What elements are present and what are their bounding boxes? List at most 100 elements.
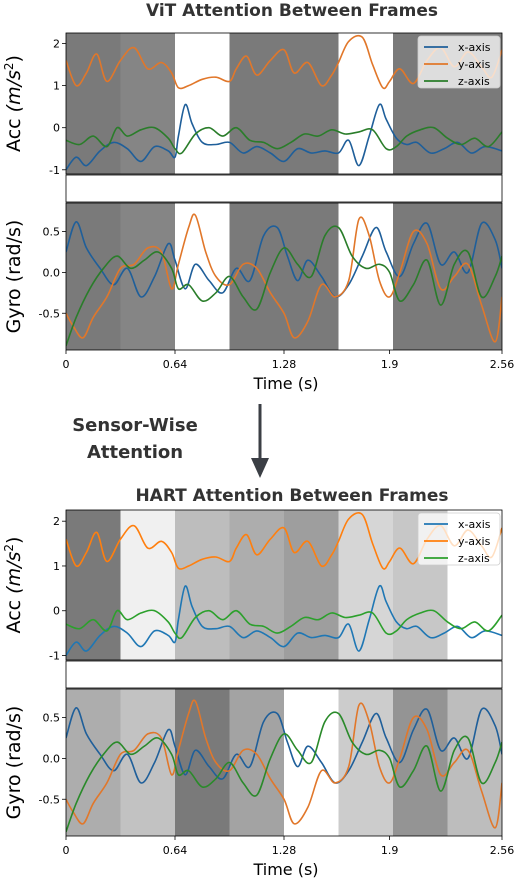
y-axis-label-close: ): [3, 537, 25, 544]
chart-title: ViT Attention Between Frames: [146, 1, 438, 21]
y-tick-label: -0.5: [39, 307, 60, 320]
y-tick-label: 0.0: [43, 266, 61, 279]
y-tick-label: 0.0: [43, 752, 61, 765]
series-line-z-axis: [66, 609, 502, 640]
attention-segment: [284, 510, 339, 660]
attention-segment: [120, 203, 175, 350]
x-tick-label: 0: [63, 358, 70, 371]
series-line-y-axis: [66, 699, 502, 829]
x-tick-label: 1.9: [381, 358, 399, 371]
series-line-x-axis: [66, 706, 502, 784]
y-axis-label: Gyro (rad/s): [3, 220, 25, 334]
subplot-gap: [65, 660, 503, 689]
y-axis-label-close: ): [3, 55, 25, 62]
y-tick-label: -0.5: [39, 793, 60, 806]
y-tick-label: 2: [53, 515, 60, 528]
y-axis-label: Acc (m/s2): [2, 55, 25, 152]
x-tick-label: 1.28: [272, 844, 297, 857]
y-axis-label-main: Gyro: [3, 282, 25, 333]
x-tick-label: 2.56: [490, 358, 515, 371]
y-axis-label-sup: 2: [2, 62, 16, 70]
attention-segment: [175, 510, 230, 660]
series-line-z-axis: [66, 126, 502, 155]
x-tick-label: 0.64: [163, 844, 188, 857]
attention-segment: [120, 33, 175, 174]
legend-entry: z-axis: [458, 75, 490, 88]
y-tick-label: 2: [53, 38, 60, 51]
attention-segment: [66, 510, 121, 660]
x-axis-label: Time (s): [252, 860, 318, 879]
attention-segment: [120, 689, 175, 836]
series-group: [66, 699, 502, 833]
plot-frame: [65, 509, 503, 661]
series-line-x-axis: [66, 584, 502, 656]
y-axis-label: Acc (m/s2): [2, 537, 25, 634]
y-tick-label: 0: [53, 122, 60, 135]
mid-label-line1: Sensor-Wise: [72, 415, 198, 436]
series-line-z-axis: [66, 225, 502, 347]
x-tick-label: 1.9: [381, 844, 399, 857]
attention-segment: [120, 510, 175, 660]
chart-title: HART Attention Between Frames: [135, 486, 448, 506]
legend-entry: z-axis: [458, 552, 490, 565]
y-axis-label-main: Gyro: [3, 768, 25, 819]
y-axis-label-main: Acc: [3, 112, 25, 152]
y-tick-label: 0.5: [43, 226, 61, 239]
y-tick-label: 0.5: [43, 712, 61, 725]
attention-segment: [393, 689, 448, 836]
legend-entry: x-axis: [458, 518, 491, 531]
subplot-gap: [65, 174, 503, 203]
attention-segment: [229, 203, 284, 350]
x-tick-label: 0: [63, 844, 70, 857]
mid-label-line2: Attention: [87, 442, 183, 463]
series-line-z-axis: [66, 711, 502, 833]
attention-segment: [66, 689, 121, 836]
x-axis-label: Time (s): [252, 374, 318, 393]
y-axis-label-unit: (m/s: [3, 552, 25, 594]
attention-segment: [393, 203, 448, 350]
y-axis-label-sup: 2: [2, 544, 16, 552]
series-group: [66, 213, 502, 347]
legend-entry: y-axis: [458, 58, 491, 71]
y-tick-label: -1: [49, 650, 60, 663]
attention-segment: [175, 689, 230, 836]
plot-frame: [65, 32, 503, 175]
y-axis-label-unit: (rad/s): [3, 706, 25, 769]
series-line-x-axis: [66, 220, 502, 298]
legend: x-axis y-axis z-axis: [417, 35, 501, 89]
attention-segment: [284, 33, 339, 174]
attention-segment: [229, 689, 284, 836]
x-tick-label: 1.28: [272, 358, 297, 371]
legend-entry: x-axis: [458, 41, 491, 54]
x-tick-label: 2.56: [490, 844, 515, 857]
y-axis-label-unit: (m/s: [3, 70, 25, 112]
y-tick-label: 1: [53, 80, 60, 93]
y-tick-label: 1: [53, 560, 60, 573]
series-line-y-axis: [66, 213, 502, 343]
attention-segment: [66, 33, 121, 174]
legend: x-axis y-axis z-axis: [417, 512, 501, 566]
legend-box: [417, 512, 501, 566]
attention-segment: [66, 203, 121, 350]
legend-box: [417, 35, 501, 89]
legend-entry: y-axis: [458, 535, 491, 548]
gyro-subplot: -0.5 0.0 0.5 Gyro (rad/s) 0 0.64 1.28 1.9 2.56 Ti…: [3, 202, 515, 393]
attention-segment: [338, 510, 393, 660]
x-tick-label: 0.64: [163, 358, 188, 371]
y-axis-label-main: Acc: [3, 594, 25, 634]
series-line-x-axis: [66, 103, 502, 171]
y-tick-label: -1: [49, 164, 60, 177]
sensor-wise-attention-arrow: Sensor-Wise Attention: [72, 404, 269, 478]
y-axis-label-unit: (rad/s): [3, 220, 25, 283]
y-axis-label: Gyro (rad/s): [3, 706, 25, 820]
attention-segment: [338, 33, 393, 174]
gyro-subplot: -0.5 0.0 0.5 Gyro (rad/s) 0 0.64 1.28 1.9 2.56 Ti…: [3, 688, 515, 879]
y-tick-label: 0: [53, 605, 60, 618]
arrow-head-icon: [251, 458, 269, 478]
attention-segment: [175, 203, 230, 350]
